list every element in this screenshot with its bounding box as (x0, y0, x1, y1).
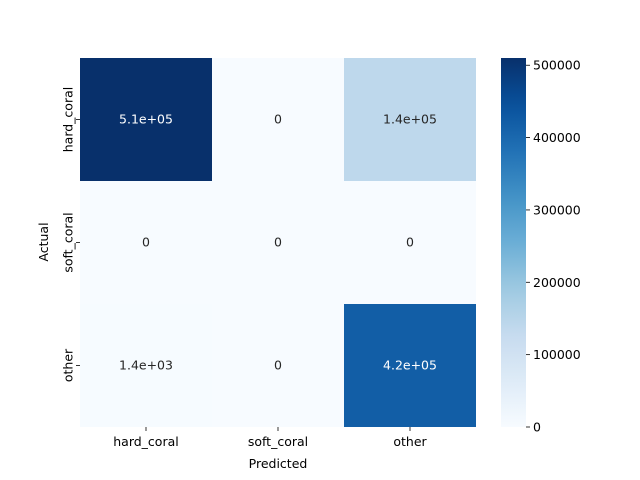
colorbar: 0 100000 200000 300000 400000 500000 (501, 58, 581, 435)
cell-value-label: 0 (274, 358, 282, 373)
cell-value-label: 1.4e+03 (119, 358, 173, 373)
cell-value-label: 4.2e+05 (383, 358, 437, 373)
heatmap-cell (212, 58, 344, 181)
cell-value-label: 0 (406, 235, 414, 250)
y-tick-label: hard_coral (61, 87, 76, 152)
colorbar-gradient (501, 58, 526, 427)
colorbar-tick-label: 300000 (533, 202, 581, 217)
colorbar-tick-label: 400000 (533, 130, 581, 145)
heatmap-cell (80, 304, 212, 427)
heatmap-cell (212, 304, 344, 427)
x-tick-label: other (393, 434, 427, 449)
cell-value-label: 5.1e+05 (119, 112, 173, 127)
colorbar-tick-label: 0 (533, 420, 541, 435)
colorbar-tick-label: 100000 (533, 347, 581, 362)
heatmap-annotations: 5.1e+05 0 1.4e+05 0 0 0 1.4e+03 0 4.2e+05 (119, 112, 437, 373)
heatmap-cell (80, 58, 212, 181)
x-tick-label: hard_coral (113, 434, 178, 449)
heatmap-cell (80, 181, 212, 304)
cell-value-label: 0 (274, 235, 282, 250)
heatmap-cells (80, 58, 476, 427)
y-tick-label: other (61, 348, 76, 382)
colorbar-tick-label: 500000 (533, 58, 581, 73)
heatmap-cell (344, 181, 476, 304)
cell-value-label: 0 (142, 235, 150, 250)
heatmap-cell (344, 304, 476, 427)
x-tick-label: soft_coral (248, 434, 308, 449)
colorbar-tick-label: 200000 (533, 275, 581, 290)
heatmap-cell (344, 58, 476, 181)
y-axis-label: Actual (36, 222, 51, 261)
heatmap-cell (212, 181, 344, 304)
cell-value-label: 0 (274, 112, 282, 127)
y-tick-label: soft_coral (61, 212, 76, 272)
x-axis-label: Predicted (249, 456, 308, 471)
x-axis: hard_coral soft_coral other (113, 427, 428, 449)
cell-value-label: 1.4e+05 (383, 112, 437, 127)
